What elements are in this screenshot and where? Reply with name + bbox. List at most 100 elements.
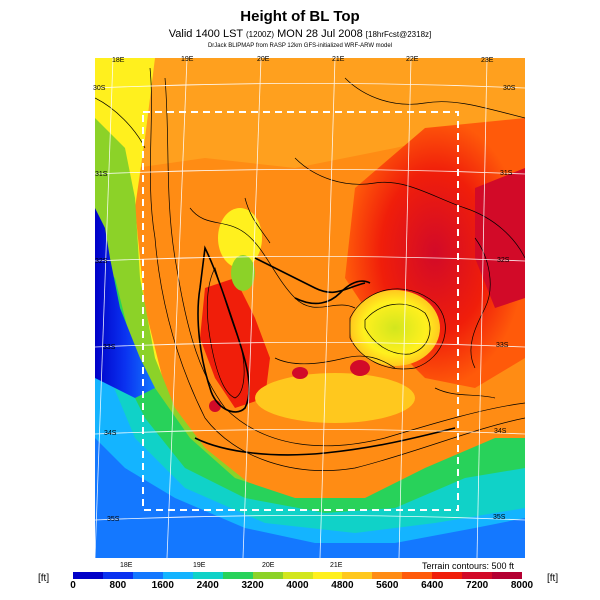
grid-line <box>398 58 412 558</box>
lon-label: 18E <box>120 562 133 569</box>
color-swatch <box>73 572 103 579</box>
color-swatch <box>432 572 463 579</box>
color-swatch <box>372 572 403 579</box>
color-swatch <box>132 572 163 579</box>
bl-top-map <box>95 58 525 558</box>
color-swatch <box>312 572 343 579</box>
lon-label: 22E <box>406 56 419 63</box>
valid-time: Valid 1400 LST <box>168 28 243 40</box>
field-red-dot <box>350 360 370 376</box>
lat-label: 35S <box>107 516 120 523</box>
color-scale-ticks: 0 800 1600 2400 3200 4000 4800 5600 6400 7200 8000 <box>0 580 600 594</box>
color-scale-tick-label: 4800 <box>331 580 354 591</box>
color-swatch <box>282 572 313 579</box>
color-swatch <box>222 572 253 579</box>
color-swatch <box>402 572 433 579</box>
field-ocean-south <box>95 438 525 558</box>
grid-line <box>95 429 525 435</box>
terrain-contour-bold <box>294 280 371 305</box>
terrain-contour <box>149 67 525 471</box>
lon-label: 21E <box>332 56 345 63</box>
lat-label: 31S <box>95 171 108 178</box>
color-scale-tick-label: 3200 <box>241 580 264 591</box>
terrain-contour <box>344 77 525 119</box>
model-description: DrJack BLIPMAP from RASP 12km GFS-initia… <box>207 43 393 49</box>
color-scale-tick-label: 2400 <box>196 580 219 591</box>
inner-domain-box <box>142 111 459 511</box>
grid-line <box>95 515 525 521</box>
color-swatch <box>342 572 373 579</box>
legend-unit-right: [ft] <box>547 573 559 584</box>
field-red-dot-3 <box>209 400 221 412</box>
color-scale-tick-label: 5600 <box>376 580 399 591</box>
lon-label: 18E <box>112 57 125 64</box>
color-scale-tick-label: 4000 <box>286 580 309 591</box>
field-red-dot-2 <box>292 367 308 379</box>
color-swatch <box>252 572 283 579</box>
field-yellow-bubble-2 <box>218 208 262 268</box>
terrain-contour <box>189 207 356 309</box>
color-swatch <box>462 572 493 579</box>
color-swatch <box>102 572 133 579</box>
color-swatch <box>162 572 193 579</box>
color-scale-bar <box>73 572 523 579</box>
grid-line <box>95 58 114 558</box>
terrain-contour <box>95 97 146 149</box>
terrain-contour <box>434 387 496 399</box>
lat-label: 32S <box>497 257 510 264</box>
terrain-contour <box>206 267 245 399</box>
field-yellow-bubble <box>350 290 440 366</box>
terrain-contour <box>364 303 431 355</box>
lat-label: 33S <box>496 342 509 349</box>
lat-label: 34S <box>104 430 117 437</box>
grid-line <box>95 83 525 89</box>
map-subtitle: Valid 1400 LST (1200Z) MON 28 Jul 2008 [… <box>0 28 600 40</box>
lat-label: 30S <box>93 85 106 92</box>
terrain-contour-bold <box>197 245 250 413</box>
lon-label: 19E <box>193 562 206 569</box>
color-scale-tick-label: 0 <box>70 580 76 591</box>
lat-label: 33S <box>103 344 116 351</box>
valid-date: MON 28 Jul 2008 <box>277 28 363 40</box>
color-swatch <box>492 572 523 579</box>
field-west-green <box>95 118 525 558</box>
field-light-orange <box>95 58 525 198</box>
legend-unit-left: [ft] <box>38 573 50 584</box>
grid-line <box>95 342 525 348</box>
field-green-spot <box>231 255 255 291</box>
field-ocean <box>95 208 155 398</box>
lat-label: 35S <box>493 514 506 521</box>
grid-line <box>95 256 525 262</box>
lon-label: 20E <box>257 56 270 63</box>
lat-label: 34S <box>494 428 507 435</box>
terrain-contour <box>470 237 491 369</box>
grid-line <box>319 58 336 558</box>
color-scale-tick-label: 6400 <box>421 580 444 591</box>
color-swatch <box>192 572 223 579</box>
lat-label: 32S <box>95 258 108 265</box>
lat-label: 31S <box>500 170 513 177</box>
lat-label: 30S <box>503 85 516 92</box>
color-scale-tick-label: 7200 <box>465 580 489 591</box>
terrain-contour-bold <box>194 427 456 456</box>
grid-line <box>476 58 488 558</box>
field-orange-band <box>255 373 415 423</box>
run-time: (1200Z) <box>246 30 275 39</box>
lat-lon-grid <box>95 58 525 558</box>
lon-label: 21E <box>330 562 343 569</box>
grid-line <box>166 58 188 558</box>
forecast-tag: [18hrFcst@2318z] <box>365 30 432 39</box>
lon-label: 19E <box>181 56 194 63</box>
lon-label: 20E <box>262 562 275 569</box>
grid-line <box>242 58 262 558</box>
field-cyan <box>95 288 525 558</box>
terrain-contour <box>349 288 446 370</box>
grid-line <box>95 169 525 175</box>
color-scale-tick-label: 8000 <box>510 580 534 591</box>
field-deep-red <box>475 168 525 308</box>
terrain-contour <box>244 197 271 244</box>
color-scale-tick-label: 1600 <box>151 580 174 591</box>
terrain-contours-note: Terrain contours: 500 ft <box>421 561 514 571</box>
terrain-contour <box>274 355 396 369</box>
lon-label: 23E <box>481 57 494 64</box>
